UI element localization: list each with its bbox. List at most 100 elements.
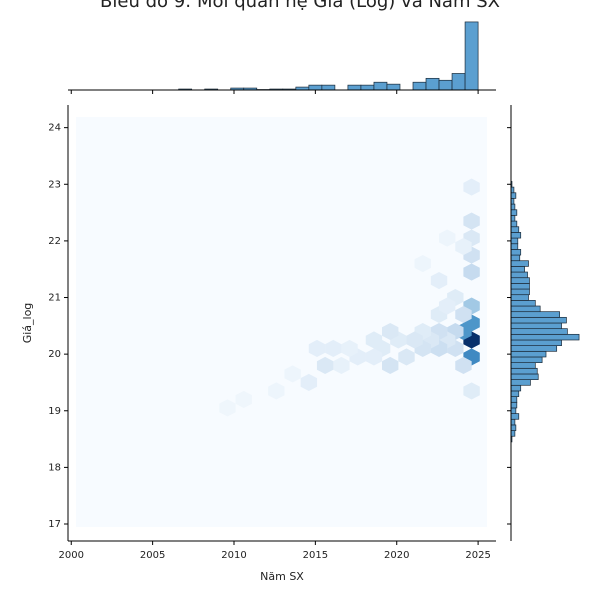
- histogram-bar: [510, 418, 516, 426]
- histogram-bar: [321, 84, 336, 91]
- histogram-bar: [510, 192, 517, 199]
- y-axis-label: Giá_log: [21, 303, 34, 344]
- hexbin-cell: [365, 348, 383, 366]
- hexbin-cell: [455, 238, 472, 256]
- histogram-bar: [510, 237, 519, 245]
- histogram-bar: [425, 77, 440, 91]
- histogram-bar: [347, 84, 362, 91]
- x-tick-label: 2005: [140, 550, 165, 561]
- histogram-bar: [412, 81, 427, 91]
- histogram-bar: [510, 220, 518, 228]
- histogram-bar: [510, 362, 536, 369]
- histogram-bar: [438, 79, 453, 91]
- hexbin-cell: [333, 356, 350, 375]
- histogram-bar: [510, 401, 518, 409]
- histogram-bar: [510, 430, 516, 437]
- hexbin-cell: [455, 356, 472, 375]
- histogram-bar: [308, 84, 323, 91]
- histogram-bar: [510, 322, 562, 330]
- histogram-bar: [510, 407, 517, 414]
- hexbin-cell: [316, 356, 334, 375]
- histogram-bar: [510, 266, 525, 273]
- histogram-bar: [510, 367, 538, 375]
- histogram-bar: [451, 73, 466, 91]
- histogram-bar: [510, 226, 520, 233]
- histogram-bar: [510, 215, 516, 222]
- hexbin-cell: [463, 212, 480, 230]
- hexbin-cell: [438, 229, 456, 247]
- hexbin-background: [76, 117, 487, 527]
- histogram-bar: [464, 21, 479, 91]
- histogram-bar: [510, 232, 522, 239]
- histogram-bar: [510, 396, 518, 403]
- histogram-bar: [510, 249, 522, 256]
- histogram-bar: [510, 288, 530, 296]
- histogram-bar: [510, 390, 520, 397]
- hexbin-cell: [235, 390, 252, 408]
- hexbin-cell: [365, 331, 383, 349]
- hexbin-cell: [284, 365, 301, 383]
- y-tick-label: 18: [48, 462, 61, 473]
- histogram-bar: [510, 311, 560, 318]
- hexbin-cell: [430, 271, 448, 290]
- histogram-bar: [510, 271, 528, 279]
- y-tick-label: 23: [48, 179, 61, 190]
- histogram-bar: [510, 283, 530, 290]
- hexbin-cell: [414, 254, 431, 273]
- histogram-bar: [510, 203, 516, 211]
- y-tick-label: 24: [48, 123, 61, 134]
- histogram-bar: [373, 81, 388, 91]
- hexbin-cell: [308, 339, 326, 358]
- histogram-bar: [510, 328, 568, 335]
- x-tick-label: 2010: [221, 550, 246, 561]
- histogram-bar: [510, 243, 519, 250]
- histogram-bar: [510, 333, 580, 341]
- hexbin-cell: [438, 297, 456, 315]
- histogram-bar: [360, 84, 375, 91]
- x-tick-label: 2000: [59, 550, 84, 561]
- y-tick-label: 17: [48, 519, 61, 530]
- x-tick-label: 2020: [384, 550, 409, 561]
- histogram-bar: [510, 339, 562, 346]
- y-tick-label: 22: [48, 236, 61, 247]
- histogram-bar: [386, 83, 401, 91]
- hexbin-cell: [463, 382, 480, 400]
- hexbin-cell: [463, 263, 480, 281]
- histogram-bar: [510, 413, 520, 420]
- hexbin-cell: [382, 322, 399, 341]
- hexbin-cell: [398, 348, 415, 366]
- histogram-bar: [510, 379, 531, 386]
- y-tick-label: 20: [48, 349, 61, 360]
- histogram-bar: [510, 384, 522, 392]
- hexbin-cell: [463, 178, 480, 196]
- x-axis-label: Năm SX: [260, 570, 304, 583]
- histogram-bar: [510, 373, 539, 380]
- hexbin-cell: [325, 339, 342, 358]
- histogram-bar: [510, 424, 517, 431]
- marks: [178, 21, 580, 443]
- histogram-bar: [510, 305, 541, 313]
- histogram-bar: [510, 356, 543, 363]
- histogram-bar: [510, 294, 529, 301]
- chart-title: Biểu đồ 9: Mối quan hệ Giá (Log) và Năm …: [100, 0, 500, 12]
- x-tick-label: 2015: [303, 550, 328, 561]
- hexbin-cell: [382, 356, 399, 375]
- x-tick-label: 2025: [465, 550, 490, 561]
- histogram-bar: [510, 300, 536, 307]
- hexbin-cell: [300, 373, 318, 392]
- histogram-bar: [510, 350, 547, 358]
- hexbin-cell: [219, 399, 236, 417]
- hexbin-cell: [406, 331, 423, 349]
- hexbin-cell: [455, 305, 472, 324]
- histogram-bar: [510, 345, 558, 352]
- hexbin-cell: [268, 382, 285, 400]
- histogram-bar: [510, 209, 518, 216]
- histogram-bar: [510, 254, 521, 262]
- histogram-bar: [510, 260, 529, 267]
- y-tick-label: 19: [48, 406, 61, 417]
- histogram-bar: [510, 316, 567, 324]
- y-tick-label: 21: [48, 293, 61, 304]
- histogram-bar: [510, 277, 530, 284]
- hexbin-cell: [341, 339, 358, 358]
